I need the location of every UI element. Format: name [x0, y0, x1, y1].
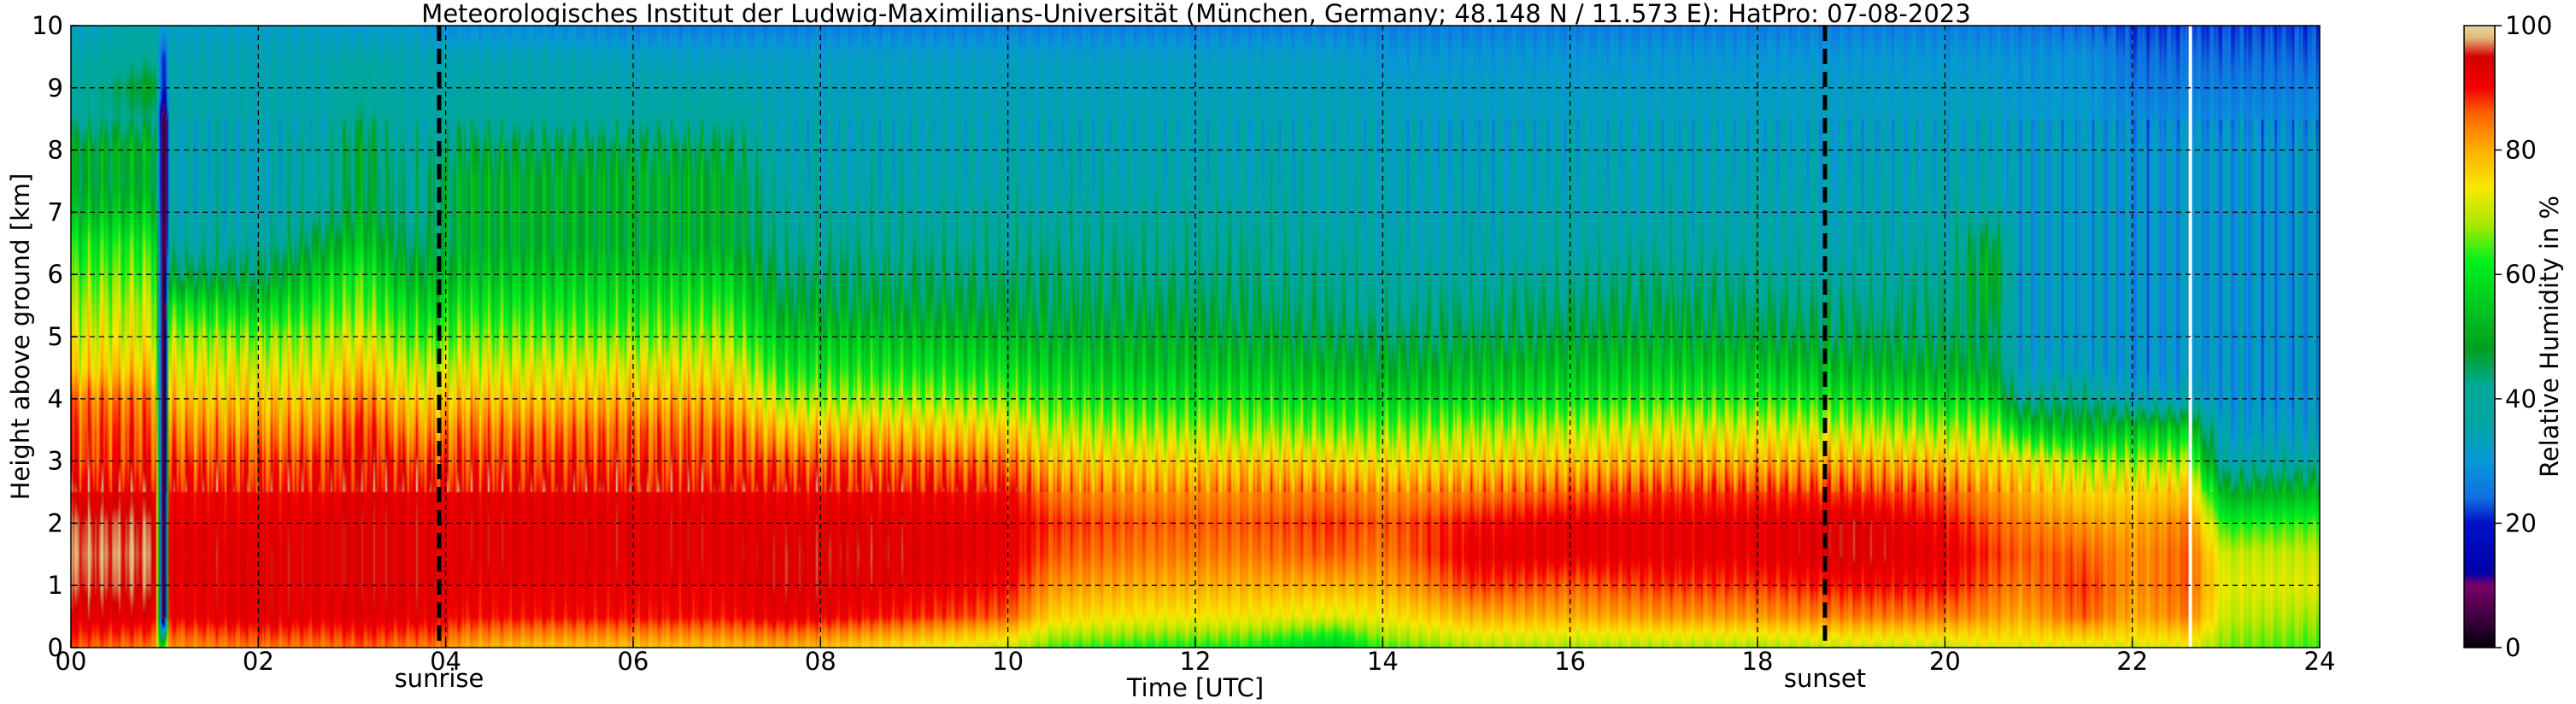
y-tick-label: 5 [48, 322, 63, 351]
y-axis-label: Height above ground [km] [6, 173, 35, 501]
x-tick-label: 02 [243, 647, 274, 676]
x-tick-label: 04 [430, 647, 461, 676]
y-tick-label: 7 [48, 197, 63, 226]
x-tick-label: 20 [1929, 647, 1961, 676]
colorbar-label: Relative Humidity in % [2535, 196, 2564, 478]
x-tick-label: 10 [992, 647, 1024, 676]
y-axis-ticks: 0 1 2 3 4 5 6 7 8 9 10 [32, 11, 78, 662]
y-tick-label: 9 [48, 73, 63, 103]
colorbar-tick-label: 60 [2505, 260, 2537, 289]
chart-title: Meteorologisches Institut der Ludwig-Max… [421, 0, 1970, 28]
x-tick-label: 08 [805, 647, 836, 676]
x-tick-label: 24 [2304, 647, 2336, 676]
colorbar-frame [2463, 25, 2496, 648]
y-tick-label: 10 [32, 11, 63, 40]
y-tick-label: 3 [48, 447, 63, 476]
x-tick-label: 18 [1742, 647, 1774, 676]
x-axis-ticks: sunrise sunset 00 02 04 06 08 10 12 14 16 18 20 22 24 [56, 641, 2336, 693]
x-tick-label: 16 [1554, 647, 1586, 676]
y-tick-label: 2 [48, 508, 63, 537]
x-tick-label: 06 [618, 647, 649, 676]
colorbar: 0 20 40 60 80 100 Relative Humidity in % [2463, 11, 2564, 662]
grid-lines [71, 26, 2320, 648]
plot-area [70, 25, 2321, 648]
y-tick-label: 4 [48, 384, 63, 414]
colorbar-tick-label: 100 [2505, 11, 2552, 40]
y-tick-label: 1 [48, 571, 63, 600]
x-tick-label: 12 [1180, 647, 1212, 676]
sunrise-label: sunrise [395, 664, 484, 693]
y-tick-label: 6 [48, 260, 63, 289]
colorbar-tick-label: 0 [2505, 633, 2520, 662]
colorbar-tick-label: 20 [2505, 508, 2537, 537]
x-axis-label: Time [UTC] [1126, 673, 1264, 702]
x-tick-label: 00 [56, 647, 87, 676]
y-tick-label: 8 [48, 136, 63, 165]
colorbar-ticks: 0 20 40 60 80 100 [2495, 11, 2552, 662]
sunset-label: sunset [1784, 664, 1866, 693]
x-tick-label: 22 [2116, 647, 2148, 676]
colorbar-gradient [2464, 26, 2495, 648]
y-tick-label: 0 [48, 633, 63, 662]
colorbar-tick-label: 40 [2505, 384, 2537, 414]
x-tick-label: 14 [1367, 647, 1399, 676]
colorbar-tick-label: 80 [2505, 136, 2537, 165]
sun-markers [437, 26, 1828, 648]
